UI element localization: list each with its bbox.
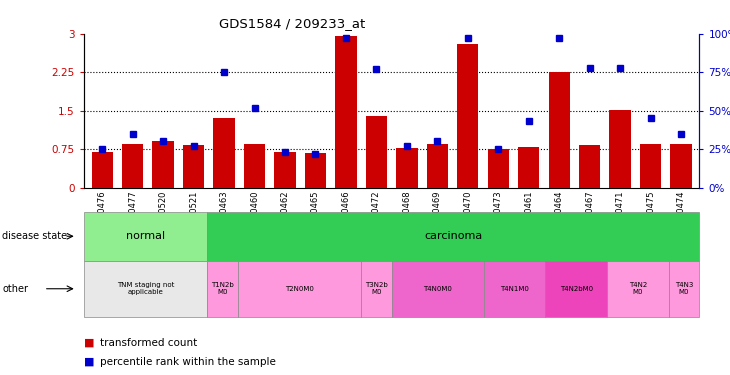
Text: ■: ■ bbox=[84, 357, 94, 367]
Text: T2N0M0: T2N0M0 bbox=[285, 286, 314, 292]
Bar bbox=[518, 147, 539, 188]
Bar bbox=[488, 149, 509, 188]
Text: TNM staging not
applicable: TNM staging not applicable bbox=[117, 282, 174, 295]
Text: normal: normal bbox=[126, 231, 165, 241]
Bar bbox=[548, 72, 570, 188]
Text: carcinoma: carcinoma bbox=[424, 231, 483, 241]
Bar bbox=[305, 153, 326, 188]
Text: other: other bbox=[2, 284, 28, 294]
Bar bbox=[244, 144, 265, 188]
Text: ■: ■ bbox=[84, 338, 94, 348]
Text: T1N2b
M0: T1N2b M0 bbox=[211, 282, 234, 295]
Bar bbox=[640, 144, 661, 188]
Text: T4N0M0: T4N0M0 bbox=[423, 286, 453, 292]
Bar bbox=[610, 110, 631, 188]
Bar bbox=[335, 36, 357, 188]
Bar bbox=[274, 152, 296, 188]
Text: percentile rank within the sample: percentile rank within the sample bbox=[100, 357, 276, 367]
Text: T4N2bM0: T4N2bM0 bbox=[560, 286, 593, 292]
Bar bbox=[396, 147, 418, 188]
Text: T4N2
M0: T4N2 M0 bbox=[629, 282, 647, 295]
Bar bbox=[457, 44, 478, 188]
Text: disease state: disease state bbox=[2, 231, 67, 241]
Text: T4N1M0: T4N1M0 bbox=[500, 286, 529, 292]
Bar bbox=[426, 144, 448, 188]
Bar bbox=[670, 144, 692, 188]
Text: GDS1584 / 209233_at: GDS1584 / 209233_at bbox=[219, 17, 365, 30]
Bar bbox=[183, 146, 204, 188]
Bar bbox=[213, 118, 235, 188]
Bar bbox=[91, 152, 113, 188]
Bar bbox=[122, 144, 143, 188]
Bar bbox=[153, 141, 174, 188]
Text: T4N3
M0: T4N3 M0 bbox=[675, 282, 693, 295]
Bar bbox=[579, 146, 600, 188]
Text: transformed count: transformed count bbox=[100, 338, 197, 348]
Bar bbox=[366, 116, 387, 188]
Text: T3N2b
M0: T3N2b M0 bbox=[365, 282, 388, 295]
